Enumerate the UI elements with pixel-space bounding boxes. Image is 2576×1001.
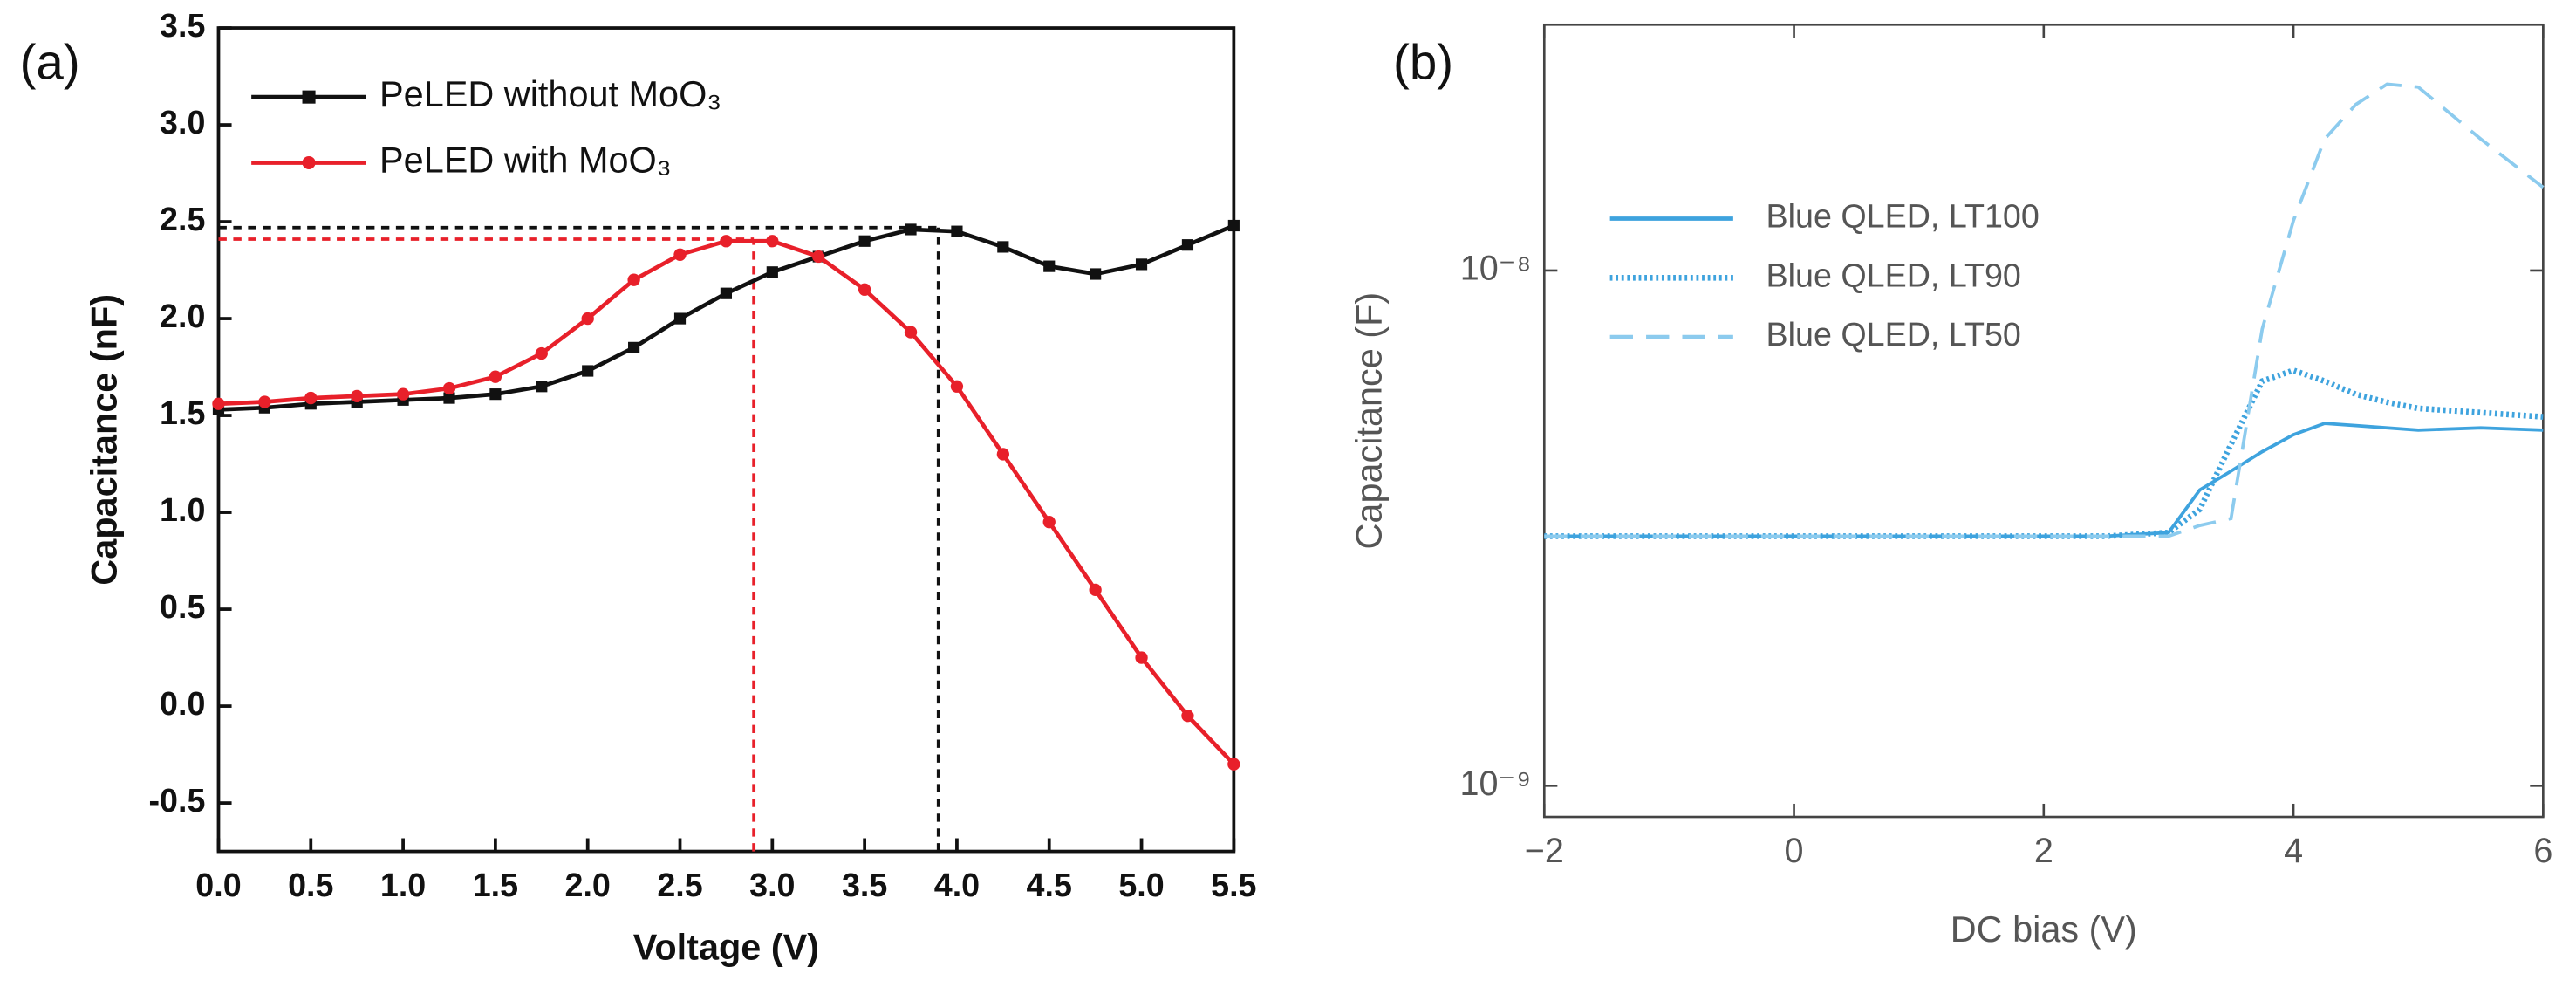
x-tick-label: 4: [2284, 832, 2303, 870]
data-point: [1181, 710, 1194, 723]
data-point: [858, 283, 871, 296]
data-point: [1042, 516, 1056, 529]
data-point: [766, 266, 778, 278]
data-point: [304, 391, 318, 405]
legend-label: Blue QLED, LT90: [1766, 257, 2021, 293]
data-point: [1227, 219, 1240, 232]
series-line: [1544, 82, 2545, 538]
data-point: [351, 389, 364, 403]
data-point: [628, 341, 640, 353]
data-point: [442, 381, 456, 395]
x-tick-label: 6: [2533, 832, 2552, 870]
data-point: [812, 250, 825, 264]
legend-label: Blue QLED, LT100: [1766, 197, 2040, 234]
x-tick-label: −2: [1525, 832, 1564, 870]
x-tick-label: 3.0: [749, 867, 795, 903]
y-tick-label: 10⁻⁹: [1459, 764, 1531, 803]
y-tick-label: 0.5: [160, 588, 205, 625]
y-axis-label: Capacitance (F): [1348, 292, 1389, 550]
data-point: [905, 223, 917, 236]
data-point: [858, 235, 871, 247]
legend-label: Blue QLED, LT50: [1766, 316, 2021, 353]
series-line: [218, 238, 1236, 766]
data-point: [627, 273, 640, 286]
plot-frame: [1542, 23, 2545, 819]
legend-marker: [302, 155, 316, 170]
data-point: [258, 395, 271, 408]
data-point: [443, 392, 455, 404]
data-point: [489, 388, 502, 401]
x-tick-label: 5.0: [1118, 867, 1164, 903]
x-tick-label: 1.0: [380, 867, 426, 903]
x-tick-label: 0.5: [288, 867, 333, 903]
data-point: [582, 365, 594, 377]
data-point: [720, 287, 733, 299]
panel-b: (b) −2 0 2 4 6 10⁻⁹ 10⁻⁸ DC bias (V) Capacitance …: [1348, 23, 2552, 950]
y-tick-label: 10⁻⁸: [1460, 249, 1532, 287]
data-point: [1135, 258, 1148, 271]
x-tick-label: 0.0: [195, 867, 241, 903]
panel-a: (a) 0.0 0.5 1.0 1.5 2.0 2.5 3.0 3.5 4.0 4.5 5.0 5.5 -…: [20, 7, 1257, 968]
x-tick-label: 0: [1785, 832, 1804, 870]
x-tick-label: 5.5: [1211, 867, 1256, 903]
legend-label: PeLED with MoO₃: [379, 139, 672, 180]
panel-label: (a): [20, 34, 80, 89]
data-point: [997, 241, 1009, 253]
x-tick-label: 4.0: [934, 867, 980, 903]
data-point: [951, 225, 963, 237]
x-axis-label: DC bias (V): [1951, 908, 2137, 950]
data-point: [1043, 260, 1056, 272]
y-tick-label: 1.5: [160, 394, 205, 431]
y-tick-label: 3.0: [160, 104, 205, 141]
data-point: [1089, 583, 1102, 597]
data-point: [1181, 239, 1194, 251]
x-tick-label: 2.0: [565, 867, 611, 903]
x-tick-label: 2.5: [657, 867, 702, 903]
x-tick-label: 1.5: [473, 867, 518, 903]
y-tick-label: 3.5: [160, 7, 205, 44]
x-tick-label: 3.5: [842, 867, 887, 903]
x-tick-label: 4.5: [1027, 867, 1072, 903]
data-point: [904, 326, 918, 339]
y-tick-label: 2.5: [160, 201, 205, 237]
data-point: [1227, 758, 1240, 771]
legend-label: PeLED without MoO₃: [379, 73, 721, 114]
series-line: [1544, 422, 2544, 538]
data-point: [996, 448, 1009, 461]
plot-frame: [216, 26, 1236, 854]
data-point: [1135, 651, 1148, 664]
y-axis-label: Capacitance (nF): [83, 294, 124, 586]
data-point: [720, 235, 733, 248]
x-tick-label: 2: [2034, 832, 2053, 870]
data-point: [673, 312, 687, 325]
data-point: [673, 248, 687, 261]
series-line: [218, 223, 1235, 412]
data-point: [535, 346, 548, 360]
data-point: [489, 370, 502, 383]
y-tick-label: 1.0: [160, 491, 205, 528]
data-point: [950, 380, 964, 393]
data-point: [581, 312, 594, 326]
data-point: [1090, 268, 1102, 280]
series-line: [1544, 367, 2544, 539]
x-axis-label: Voltage (V): [633, 927, 819, 968]
y-tick-label: 0.0: [160, 685, 205, 722]
panel-label: (b): [1393, 34, 1453, 89]
legend-marker: [302, 90, 316, 104]
y-tick-label: 2.0: [160, 298, 205, 334]
data-point: [396, 387, 410, 401]
y-tick-label: -0.5: [149, 782, 206, 819]
data-point: [536, 381, 548, 393]
data-point: [766, 235, 779, 248]
data-point: [212, 397, 225, 410]
